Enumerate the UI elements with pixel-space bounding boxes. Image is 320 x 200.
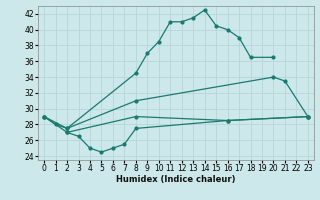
X-axis label: Humidex (Indice chaleur): Humidex (Indice chaleur) (116, 175, 236, 184)
